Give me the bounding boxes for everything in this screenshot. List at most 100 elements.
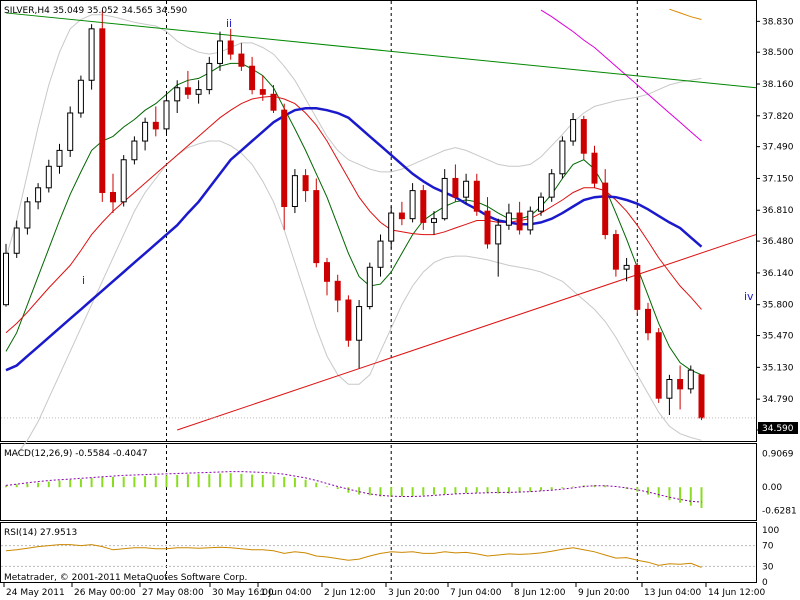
- candle-body: [484, 210, 491, 245]
- candle-body: [324, 262, 330, 282]
- candle-body: [281, 109, 288, 208]
- candle-body: [313, 190, 320, 264]
- trendline-green: [5, 12, 757, 89]
- time-tick-label: 3 Jun 20:00: [388, 588, 440, 598]
- candle-body: [645, 308, 651, 334]
- candle-body: [249, 65, 256, 91]
- bollinger-lower-line: [6, 140, 702, 455]
- time-tick-label: 14 Jun 12:00: [708, 588, 765, 598]
- candle-body: [602, 182, 609, 236]
- candle-body: [420, 190, 427, 223]
- candle-body: [538, 196, 544, 212]
- wave-label-iv: iv: [744, 290, 754, 303]
- trendlines: [5, 12, 757, 431]
- price-tick-label: 37.820: [762, 112, 794, 122]
- rsi-series: 100 70 30 0: [1, 526, 779, 588]
- candle-body: [666, 379, 673, 399]
- rsi-tick-label: 100: [762, 526, 779, 536]
- candle-body: [302, 175, 309, 192]
- time-tick-label: 26 May 00:00: [74, 588, 136, 598]
- ma-magenta-line: [540, 9, 702, 142]
- candle-body: [131, 140, 138, 161]
- candle-body: [238, 53, 245, 67]
- symbol-header: SILVER,H4 35.049 35.052 34.565 34.590: [4, 6, 188, 16]
- candle-body: [142, 121, 149, 142]
- candle-body: [217, 40, 223, 64]
- candle-body: [516, 212, 523, 231]
- price-tick-label: 38.160: [762, 80, 794, 90]
- candle-body: [366, 266, 373, 308]
- candle-body: [580, 119, 587, 154]
- candle-body: [559, 140, 566, 175]
- candle-body: [548, 173, 555, 198]
- candle-body: [495, 224, 502, 245]
- candle-body: [687, 369, 694, 390]
- candle-body: [527, 210, 534, 231]
- candle-body: [356, 306, 363, 341]
- candle-body: [698, 374, 705, 419]
- rsi-tick-label: 70: [762, 542, 774, 552]
- price-tick-label: 36.480: [762, 237, 794, 247]
- candle-body: [227, 40, 234, 55]
- trendline-red: [177, 234, 757, 431]
- candle-body: [3, 252, 9, 306]
- macd-header: MACD(12,26,9) -0.5584 -0.4047: [4, 449, 148, 459]
- candle-body: [463, 180, 470, 198]
- ma-orange-line: [669, 8, 702, 20]
- price-tick-label: 37.490: [762, 143, 794, 153]
- bollinger-upper-line: [5, 14, 702, 259]
- candle-body: [99, 28, 106, 193]
- candle-body: [655, 332, 662, 399]
- price-tick-label: 36.140: [762, 269, 794, 279]
- candle-body: [174, 87, 181, 102]
- rsi-line: [5, 544, 702, 568]
- wave-label-ii: ii: [226, 17, 232, 30]
- price-tick-label: 38.500: [762, 48, 794, 58]
- rsi-tick-label: 30: [762, 562, 774, 572]
- rsi-panel: [0, 522, 757, 583]
- time-tick-label: 27 May 08:00: [142, 588, 204, 598]
- candle-body: [56, 149, 63, 167]
- ma-red-line: [5, 95, 702, 334]
- candle-body: [334, 280, 341, 301]
- price-tick-label: 37.150: [762, 174, 794, 184]
- time-tick-label: 30 May 16:00: [212, 588, 274, 598]
- candle-body: [259, 89, 266, 95]
- candles: [1, 10, 756, 421]
- candle-body: [88, 28, 95, 81]
- rsi-header: RSI(14) 27.9513: [4, 528, 77, 538]
- ma-green-line: [5, 62, 702, 376]
- candle-body: [195, 89, 202, 95]
- macd-tick-label: 0.00: [762, 483, 782, 493]
- candle-body: [473, 180, 480, 212]
- current-price-box: [758, 422, 798, 434]
- time-tick-label: 8 Jun 12:00: [514, 588, 566, 598]
- candle-body: [35, 187, 42, 203]
- time-tick-label: 7 Jun 04:00: [450, 588, 502, 598]
- candle-body: [120, 159, 127, 203]
- candle-body: [24, 201, 31, 229]
- candle-body: [388, 212, 395, 242]
- candle-body: [163, 100, 170, 130]
- candle-body: [570, 119, 577, 142]
- candle-body: [612, 234, 619, 270]
- price-tick-label: 35.800: [762, 301, 794, 311]
- candle-body: [409, 190, 416, 220]
- candle-body: [291, 175, 298, 208]
- candle-body: [206, 62, 213, 91]
- candle-body: [452, 177, 459, 198]
- candle-body: [591, 152, 598, 184]
- candle-body: [505, 212, 512, 226]
- candle-body: [77, 79, 84, 114]
- candle-body: [13, 227, 20, 254]
- candle-body: [441, 177, 448, 220]
- macd-series: 0.9069 0.00 -0.6281: [5, 450, 797, 516]
- time-axis: 24 May 2011 26 May 00:00 27 May 08:00 30 Ma…: [3, 583, 765, 598]
- time-tick-label: 2 Jun 12:00: [324, 588, 376, 598]
- candle-body: [152, 121, 159, 130]
- time-tick-label: 9 Jun 20:00: [578, 588, 630, 598]
- candle-body: [623, 264, 630, 270]
- ma-blue-line: [5, 107, 703, 372]
- indicator-overlays: [5, 8, 703, 455]
